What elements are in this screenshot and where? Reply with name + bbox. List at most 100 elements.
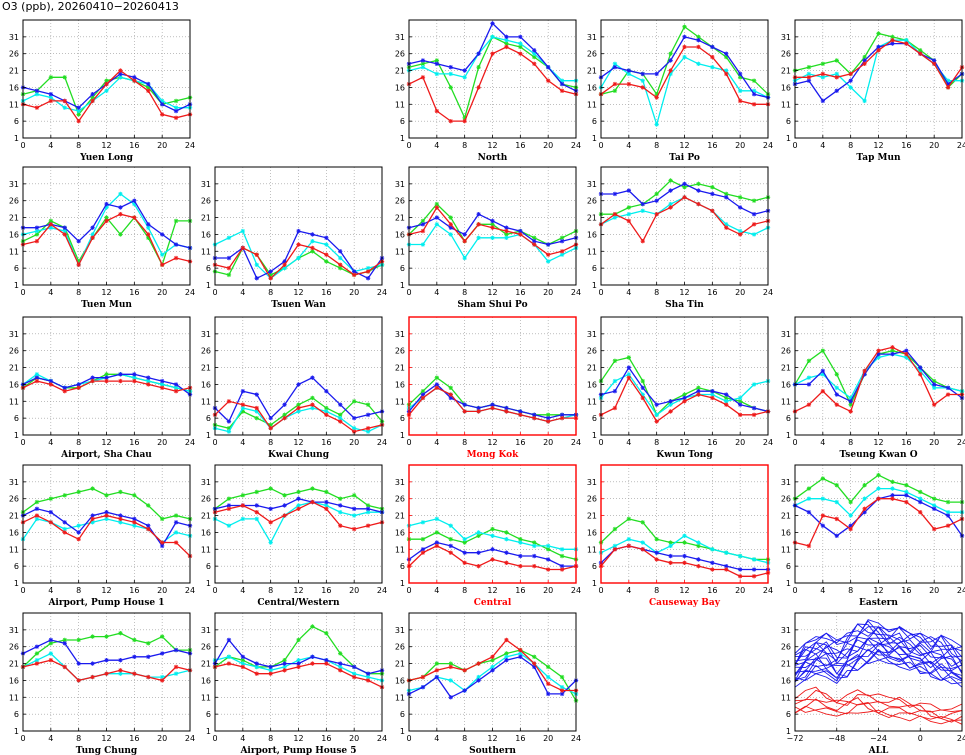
data-point-blue <box>518 654 523 660</box>
x-tick-label: 8 <box>848 438 853 447</box>
x-tick-label: 20 <box>157 586 167 595</box>
data-point-green <box>310 395 315 401</box>
data-point-red <box>806 75 812 80</box>
data-point-cyan <box>254 262 259 267</box>
data-point-green <box>862 54 867 60</box>
station-title: Tseung Kwan O <box>839 450 917 460</box>
data-point-cyan <box>848 513 853 518</box>
data-point-cyan <box>173 385 179 390</box>
data-point-red <box>34 105 40 110</box>
y-tick-label: 31 <box>201 180 211 189</box>
data-point-red <box>918 510 923 515</box>
data-point-red <box>462 668 467 673</box>
y-tick-label: 16 <box>395 528 405 537</box>
data-point-red <box>448 118 453 124</box>
y-tick-label: 1 <box>400 134 405 143</box>
y-tick-label: 31 <box>395 626 405 635</box>
data-point-cyan <box>751 88 757 93</box>
data-point-green <box>806 358 812 364</box>
data-point-cyan <box>504 38 509 43</box>
x-tick-label: 8 <box>462 288 467 297</box>
y-tick-label: 6 <box>592 414 597 423</box>
data-point-blue <box>90 91 95 97</box>
y-tick-label: 6 <box>786 710 791 719</box>
data-point-cyan <box>310 405 315 411</box>
x-tick-label: 24 <box>185 141 195 150</box>
data-point-cyan <box>324 242 329 247</box>
data-point-red <box>226 399 232 404</box>
data-point-green <box>806 486 812 491</box>
data-point-cyan <box>490 235 495 240</box>
data-point-red <box>640 238 645 244</box>
data-point-blue <box>90 661 95 666</box>
data-point-red <box>420 395 426 401</box>
data-point-blue <box>104 510 109 515</box>
data-point-blue <box>132 198 137 203</box>
y-tick-label: 11 <box>201 693 211 702</box>
data-point-red <box>48 382 54 387</box>
data-point-blue <box>737 567 743 572</box>
data-point-blue <box>640 385 645 390</box>
data-point-blue <box>518 228 523 234</box>
data-point-blue <box>931 58 937 63</box>
data-point-cyan <box>118 75 123 80</box>
data-point-cyan <box>876 486 881 491</box>
data-point-blue <box>490 218 495 224</box>
y-tick-label: 26 <box>9 347 19 356</box>
data-point-blue <box>612 65 618 70</box>
data-point-green <box>504 41 509 46</box>
data-point-red <box>296 405 301 411</box>
data-point-green <box>365 402 371 407</box>
data-point-green <box>448 661 453 666</box>
y-tick-label: 11 <box>395 100 405 109</box>
data-point-red <box>724 402 729 407</box>
data-point-green <box>76 489 81 495</box>
data-point-cyan <box>365 429 371 434</box>
x-tick-label: 0 <box>212 586 217 595</box>
data-point-cyan <box>545 674 551 680</box>
data-point-green <box>434 530 440 535</box>
x-tick-label: 0 <box>212 734 217 743</box>
x-tick-label: 0 <box>792 586 797 595</box>
data-point-blue <box>945 513 951 518</box>
data-point-cyan <box>62 105 67 110</box>
series-line-red <box>794 698 963 719</box>
data-point-cyan <box>448 71 453 77</box>
data-point-blue <box>640 71 645 77</box>
data-point-cyan <box>532 51 537 56</box>
data-point-red <box>324 252 329 257</box>
x-tick-label: 16 <box>515 438 525 447</box>
data-point-cyan <box>545 259 551 264</box>
data-point-blue <box>806 78 812 83</box>
data-point-blue <box>751 212 757 217</box>
data-point-blue <box>62 641 67 646</box>
data-point-green <box>545 664 551 670</box>
data-point-blue <box>945 385 951 390</box>
x-tick-label: 12 <box>487 141 497 150</box>
x-tick-label: 24 <box>185 288 195 297</box>
data-point-cyan <box>420 242 426 247</box>
data-point-red <box>226 661 232 666</box>
data-point-red <box>518 232 523 237</box>
data-point-red <box>448 222 453 227</box>
data-point-blue <box>351 415 357 421</box>
data-point-red <box>696 392 701 397</box>
data-point-cyan <box>904 355 909 360</box>
x-tick-label: 12 <box>101 141 111 150</box>
y-tick-label: 31 <box>201 330 211 339</box>
data-point-green <box>931 378 937 384</box>
data-point-red <box>34 513 40 518</box>
x-tick-label: 4 <box>240 734 245 743</box>
y-tick-label: 31 <box>587 33 597 42</box>
data-point-cyan <box>931 503 937 508</box>
data-point-red <box>310 245 315 251</box>
data-point-blue <box>612 191 618 197</box>
y-tick-label: 11 <box>395 545 405 554</box>
data-point-blue <box>296 228 301 234</box>
data-point-red <box>862 61 867 67</box>
data-point-green <box>338 265 343 271</box>
x-tick-label: 16 <box>515 734 525 743</box>
data-point-cyan <box>282 664 287 670</box>
